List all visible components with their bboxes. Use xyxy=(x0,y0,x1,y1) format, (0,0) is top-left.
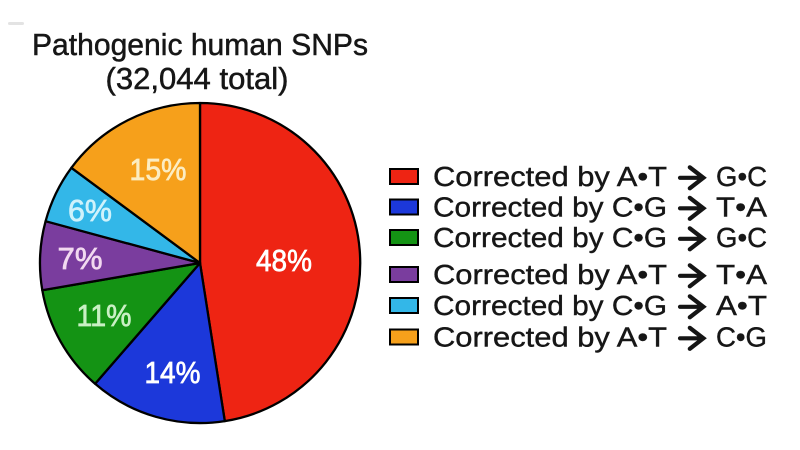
svg-text:6%: 6% xyxy=(68,193,112,228)
svg-text:Corrected by C•G: Corrected by C•G xyxy=(433,290,667,321)
svg-text:Pathogenic human SNPs: Pathogenic human SNPs xyxy=(32,27,368,62)
svg-text:Corrected by A•T: Corrected by A•T xyxy=(433,161,667,192)
svg-text:Corrected by A•T: Corrected by A•T xyxy=(433,322,667,353)
svg-text:15%: 15% xyxy=(130,152,187,187)
svg-text:(32,044 total): (32,044 total) xyxy=(106,61,289,96)
svg-text:T•A: T•A xyxy=(716,259,767,290)
svg-text:G•C: G•C xyxy=(716,161,767,192)
svg-text:C•G: C•G xyxy=(716,322,767,353)
svg-text:Corrected by A•T: Corrected by A•T xyxy=(433,259,667,290)
svg-text:14%: 14% xyxy=(145,355,201,390)
svg-text:7%: 7% xyxy=(58,241,103,276)
svg-text:Corrected by C•G: Corrected by C•G xyxy=(433,222,667,253)
svg-text:Corrected by C•G: Corrected by C•G xyxy=(433,192,667,223)
svg-text:11%: 11% xyxy=(77,298,132,333)
svg-text:T•A: T•A xyxy=(716,192,767,223)
svg-text:48%: 48% xyxy=(256,243,312,278)
svg-text:G•C: G•C xyxy=(716,222,767,253)
svg-text:A•T: A•T xyxy=(716,290,767,321)
